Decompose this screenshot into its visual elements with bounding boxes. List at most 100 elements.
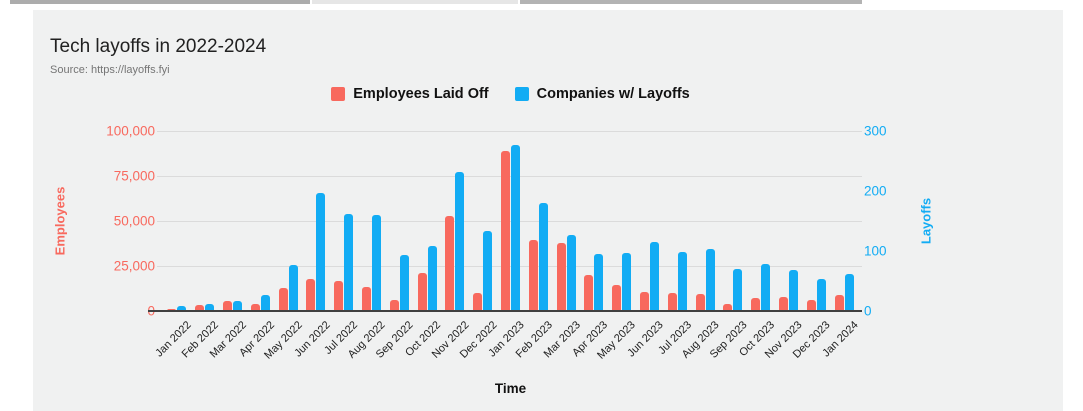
bar-group-dec-2023: [802, 131, 830, 311]
bar-companies-aug-2023[interactable]: [705, 249, 715, 311]
bar-companies-aug-2022[interactable]: [371, 215, 381, 311]
bar-group-oct-2023: [747, 131, 775, 311]
bar-companies-jun-2023[interactable]: [649, 242, 659, 311]
plot-area: [148, 131, 862, 312]
bar-employees-aug-2022[interactable]: [361, 287, 371, 311]
bar-group-apr-2023: [580, 131, 608, 311]
legend-item-employees[interactable]: Employees Laid Off: [331, 86, 489, 102]
bar-group-may-2022: [274, 131, 302, 311]
bar-companies-may-2022[interactable]: [288, 265, 298, 311]
bar-companies-jan-2023[interactable]: [510, 145, 520, 311]
bar-employees-oct-2023[interactable]: [751, 298, 761, 311]
y-tick-label: 25,000: [113, 258, 155, 274]
legend-swatch-employees-icon: [331, 87, 346, 101]
tab-strip-segment: [520, 0, 862, 4]
x-axis-line: [148, 310, 862, 312]
bar-group-nov-2022: [441, 131, 469, 311]
bar-employees-apr-2022[interactable]: [250, 304, 260, 311]
bar-employees-apr-2023[interactable]: [584, 275, 594, 311]
browser-tab-strip: [0, 0, 1083, 4]
x-axis-labels: Jan 2022 Feb 2022 Mar 2022 Apr 2022 May 2022…: [153, 319, 861, 383]
bar-group-jan-2024: [830, 131, 858, 311]
bar-group-mar-2022: [219, 131, 247, 311]
bar-employees-nov-2022[interactable]: [445, 216, 455, 311]
bar-companies-jul-2023[interactable]: [677, 252, 687, 311]
x-axis-title: Time: [494, 381, 527, 396]
bar-companies-nov-2023[interactable]: [788, 270, 798, 311]
bar-employees-mar-2023[interactable]: [556, 243, 566, 311]
bar-employees-jul-2023[interactable]: [667, 293, 677, 311]
bar-companies-mar-2023[interactable]: [566, 235, 576, 311]
bar-employees-aug-2023[interactable]: [695, 294, 705, 311]
bar-companies-jan-2024[interactable]: [844, 274, 854, 311]
y-tick-label: 75,000: [113, 168, 155, 184]
bar-group-aug-2022: [358, 131, 386, 311]
bar-employees-may-2023[interactable]: [612, 285, 622, 311]
bar-group-oct-2022: [413, 131, 441, 311]
y-tick-label: 100,000: [106, 123, 155, 139]
bar-companies-jan-2022[interactable]: [177, 306, 187, 311]
bar-employees-feb-2022[interactable]: [195, 305, 205, 311]
bar-group-feb-2022: [191, 131, 219, 311]
bar-companies-oct-2022[interactable]: [427, 246, 437, 311]
source-note: Source: https://layoffs.fyi: [50, 64, 170, 76]
y-tick-label: 200: [864, 183, 887, 199]
bar-group-jan-2022: [163, 131, 191, 311]
bar-employees-dec-2022[interactable]: [473, 293, 483, 311]
bar-companies-feb-2022[interactable]: [205, 304, 215, 311]
bar-group-mar-2023: [552, 131, 580, 311]
bar-employees-feb-2023[interactable]: [528, 240, 538, 311]
bar-companies-dec-2023[interactable]: [816, 279, 826, 311]
bar-employees-jul-2022[interactable]: [334, 281, 344, 311]
bar-employees-jun-2022[interactable]: [306, 279, 316, 311]
bar-group-jun-2022: [302, 131, 330, 311]
bar-group-sep-2022: [385, 131, 413, 311]
bar-companies-mar-2022[interactable]: [232, 301, 242, 311]
bar-employees-jun-2023[interactable]: [639, 292, 649, 311]
legend-swatch-companies-icon: [514, 87, 529, 101]
bars-row: [163, 131, 858, 311]
bar-employees-may-2022[interactable]: [278, 288, 288, 311]
legend-label-companies: Companies w/ Layoffs: [536, 86, 690, 102]
legend-label-employees: Employees Laid Off: [353, 86, 489, 102]
y-tick-label: 0: [864, 303, 872, 319]
tab-strip-segment: [312, 0, 518, 4]
bar-employees-dec-2023[interactable]: [806, 300, 816, 311]
bar-employees-sep-2023[interactable]: [723, 304, 733, 311]
bar-companies-sep-2023[interactable]: [733, 269, 743, 311]
bar-companies-sep-2022[interactable]: [399, 255, 409, 311]
bar-employees-nov-2023[interactable]: [778, 297, 788, 311]
bar-employees-jan-2024[interactable]: [834, 295, 844, 311]
y-axis-ticks-layoffs: 300 200 100 0: [864, 124, 924, 319]
legend: Employees Laid Off Companies w/ Layoffs: [163, 86, 858, 102]
bar-group-aug-2023: [691, 131, 719, 311]
bar-companies-oct-2023[interactable]: [761, 264, 771, 311]
bar-employees-oct-2022[interactable]: [417, 273, 427, 311]
bar-companies-apr-2023[interactable]: [594, 254, 604, 311]
y-tick-label: 50,000: [113, 213, 155, 229]
bar-companies-apr-2022[interactable]: [260, 295, 270, 311]
bar-group-jan-2023: [497, 131, 525, 311]
x-slot: Jan 2024: [820, 319, 860, 383]
bar-companies-feb-2023[interactable]: [538, 203, 548, 311]
bar-group-jun-2023: [636, 131, 664, 311]
bar-companies-dec-2022[interactable]: [483, 231, 493, 311]
bar-group-apr-2022: [246, 131, 274, 311]
bar-companies-nov-2022[interactable]: [455, 172, 465, 311]
bar-companies-may-2023[interactable]: [622, 253, 632, 311]
bar-companies-jun-2022[interactable]: [316, 193, 326, 311]
bar-employees-sep-2022[interactable]: [389, 300, 399, 311]
bar-employees-jan-2023[interactable]: [500, 151, 510, 311]
bar-group-jul-2022: [330, 131, 358, 311]
chart-card: Tech layoffs in 2022-2024 Source: https:…: [33, 10, 1063, 411]
legend-item-companies[interactable]: Companies w/ Layoffs: [514, 86, 690, 102]
bar-group-sep-2023: [719, 131, 747, 311]
tab-strip-segment: [10, 0, 310, 4]
bar-employees-mar-2022[interactable]: [222, 301, 232, 311]
bar-group-jul-2023: [663, 131, 691, 311]
gridline: [157, 131, 862, 132]
page-title: Tech layoffs in 2022-2024: [50, 36, 267, 57]
bar-group-nov-2023: [775, 131, 803, 311]
bar-group-dec-2022: [469, 131, 497, 311]
bar-companies-jul-2022[interactable]: [344, 214, 354, 311]
